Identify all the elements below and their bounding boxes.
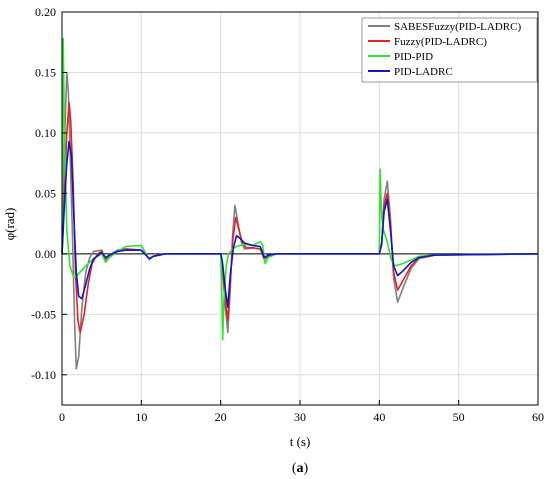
series-line-2 bbox=[61, 37, 539, 341]
x-tick-label: 50 bbox=[453, 410, 465, 424]
series-line-3 bbox=[61, 140, 539, 308]
axis-ticks: 0 10 20 30 40 50 60 0.20 0.15 0.10 0.05 0.00 -0.05 -0… bbox=[31, 5, 544, 424]
y-tick-label: 0.15 bbox=[35, 65, 56, 79]
x-tick-label: 30 bbox=[294, 410, 306, 424]
series-group bbox=[61, 37, 539, 370]
x-axis-label: t (s) bbox=[290, 434, 311, 449]
x-tick-label: 20 bbox=[215, 410, 227, 424]
y-tick-label: 0.10 bbox=[35, 126, 56, 140]
y-tick-label: -0.10 bbox=[31, 368, 56, 382]
caption-close-paren: ) bbox=[304, 461, 309, 476]
legend-label-0: SABESFuzzy(PID-LADRC) bbox=[394, 21, 521, 33]
legend-label-2: PID-PID bbox=[394, 51, 433, 63]
series-line-0 bbox=[61, 71, 539, 370]
caption-open-paren: ( bbox=[292, 461, 297, 476]
figure-caption: (a) bbox=[292, 461, 309, 476]
legend-label-3: PID-LADRC bbox=[394, 66, 453, 78]
legend: SABESFuzzy(PID-LADRC) Fuzzy(PID-LADRC) PID… bbox=[361, 17, 538, 83]
y-tick-label: -0.05 bbox=[31, 307, 56, 321]
y-tick-label: 0.00 bbox=[35, 247, 56, 261]
x-tick-label: 60 bbox=[532, 410, 544, 424]
legend-box bbox=[361, 17, 538, 83]
y-axis-label: φ(rad) bbox=[2, 208, 17, 241]
series-line-1 bbox=[61, 101, 539, 334]
x-tick-label: 10 bbox=[135, 410, 147, 424]
y-tick-label: 0.20 bbox=[35, 5, 56, 19]
x-tick-label: 40 bbox=[373, 410, 385, 424]
legend-label-1: Fuzzy(PID-LADRC) bbox=[394, 36, 487, 48]
x-tick-label: 0 bbox=[59, 410, 65, 424]
caption-letter: a bbox=[297, 461, 304, 476]
y-tick-label: 0.05 bbox=[35, 186, 56, 200]
